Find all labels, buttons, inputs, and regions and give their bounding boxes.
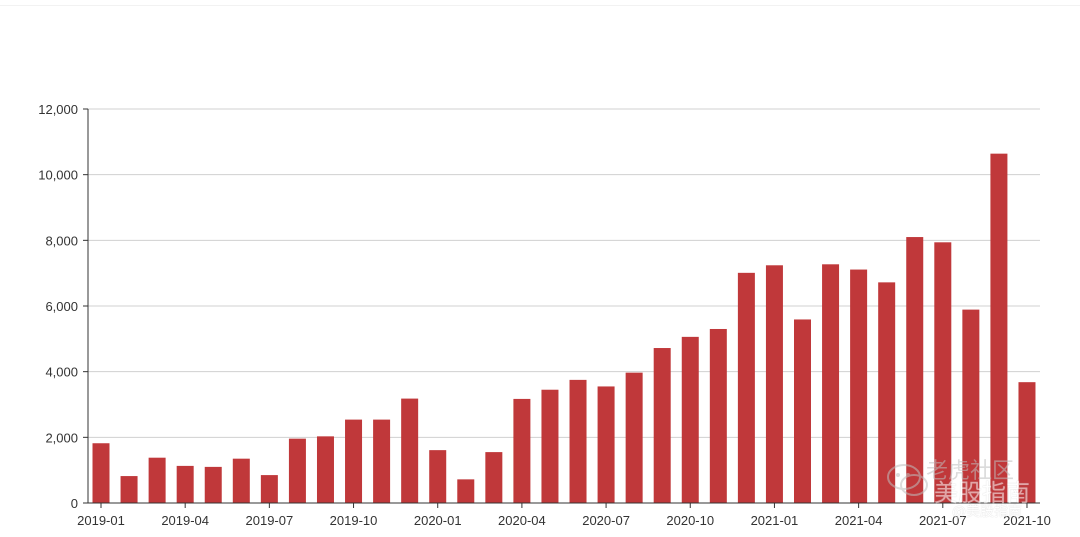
x-tick-label: 2021-04: [835, 513, 883, 528]
bar-2020-01: [429, 450, 447, 503]
x-tick-label: 2021-07: [919, 513, 967, 528]
bar-2021-08: [962, 309, 980, 503]
bar-2020-02: [457, 479, 475, 503]
bar-2020-09: [653, 348, 671, 503]
bar-2021-03: [822, 264, 840, 503]
x-tick-label: 2019-04: [161, 513, 209, 528]
bar-2019-12: [401, 398, 419, 503]
bar-2021-05: [878, 282, 896, 503]
bar-2021-10: [1018, 382, 1036, 503]
bar-2021-06: [906, 237, 924, 504]
x-tick-label: 2021-01: [751, 513, 799, 528]
bar-2019-01: [92, 443, 110, 503]
bar-2020-12: [737, 272, 755, 503]
bar-2020-05: [541, 389, 559, 503]
x-tick-label: 2019-01: [77, 513, 125, 528]
x-tick-label: 2020-10: [666, 513, 714, 528]
y-tick-label: 0: [71, 496, 78, 511]
bar-2020-06: [569, 379, 587, 503]
x-tick-label: 2020-01: [414, 513, 462, 528]
bar-2020-11: [709, 328, 727, 503]
bar-2021-07: [934, 242, 952, 503]
bar-2020-08: [625, 372, 643, 503]
bar-2021-09: [990, 153, 1008, 504]
bar-2019-11: [373, 419, 391, 503]
x-tick-label: 2020-04: [498, 513, 546, 528]
x-tick-label: 2019-10: [330, 513, 378, 528]
bar-2020-03: [485, 452, 503, 503]
bar-2019-02: [120, 476, 138, 503]
bar-2021-04: [850, 269, 868, 503]
y-tick-label: 2,000: [45, 430, 78, 445]
bar-2020-04: [513, 398, 531, 503]
gridlines: [88, 108, 1040, 438]
y-tick-label: 4,000: [45, 365, 78, 380]
bars: [92, 153, 1036, 504]
x-tick-label: 2019-07: [246, 513, 294, 528]
x-tick-label: 2020-07: [582, 513, 630, 528]
top-divider: [0, 5, 1080, 6]
bar-2019-08: [288, 438, 306, 503]
y-tick-label: 6,000: [45, 299, 78, 314]
bar-2019-04: [176, 465, 194, 503]
bar-2021-02: [794, 319, 811, 503]
bar-2020-07: [597, 386, 615, 503]
y-tick-label: 10,000: [38, 168, 78, 183]
bar-2020-10: [681, 336, 699, 503]
y-tick-label: 12,000: [38, 102, 78, 117]
bar-2019-07: [260, 475, 278, 503]
y-tick-label: 8,000: [45, 233, 78, 248]
bar-2021-01: [765, 265, 783, 503]
bar-2019-06: [232, 458, 250, 503]
bar-2019-10: [345, 419, 363, 503]
x-tick-label: 2021-10: [1003, 513, 1051, 528]
x-tick-labels: 2019-01 2019-04 2019-07 2019-10 2020-01 2020-…: [77, 503, 1051, 528]
bar-2019-05: [204, 466, 222, 503]
y-tick-labels: 0 2,000 4,000 6,000 8,000 10,000 12,000: [38, 102, 88, 511]
bar-2019-09: [316, 436, 334, 503]
bar-2019-03: [148, 457, 166, 503]
